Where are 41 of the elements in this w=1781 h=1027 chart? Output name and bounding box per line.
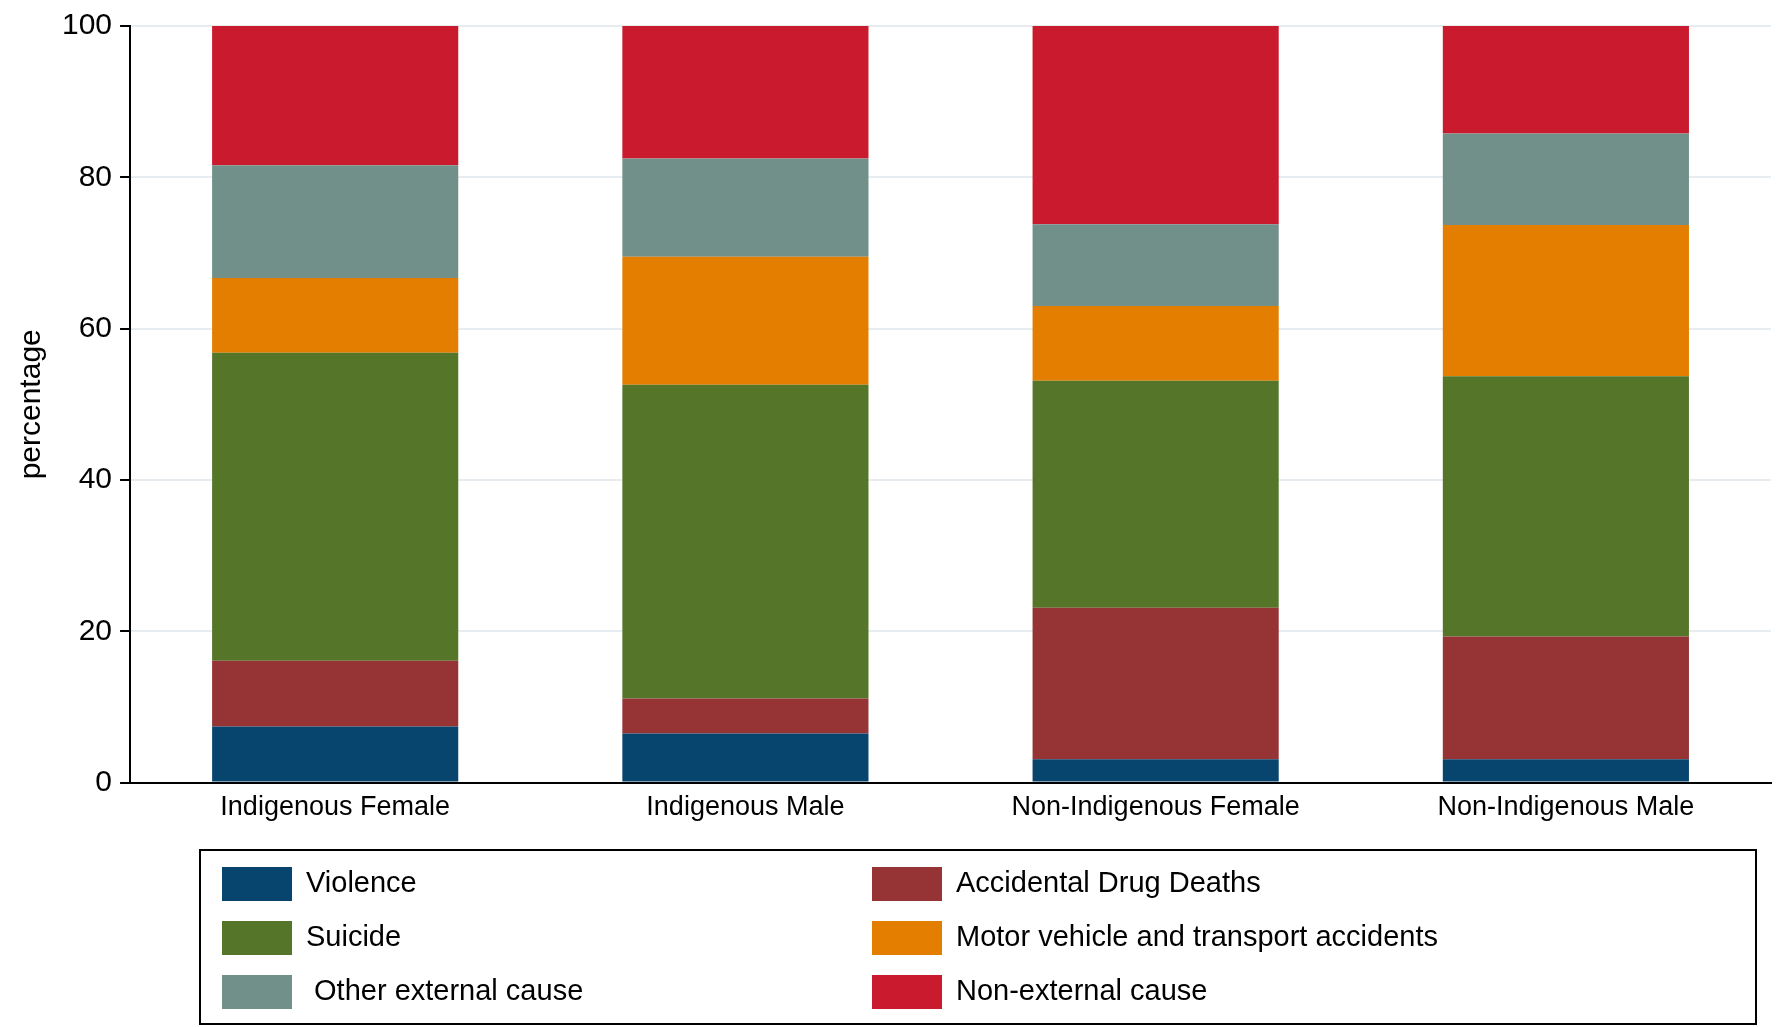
bar <box>212 26 459 166</box>
bar <box>1442 636 1689 760</box>
bar <box>622 26 869 159</box>
y-tick-label: 80 <box>78 158 113 192</box>
bar <box>1032 607 1279 760</box>
bar <box>1442 224 1689 377</box>
bar <box>622 733 869 782</box>
legend-label: Accidental Drug Deaths <box>956 866 1261 898</box>
bar <box>622 698 869 734</box>
bar <box>1032 224 1279 306</box>
x-tick-label: Indigenous Female <box>220 791 450 822</box>
y-axis-title: percentage <box>13 329 47 480</box>
bar <box>622 384 869 699</box>
legend-label: Non-external cause <box>956 974 1208 1006</box>
y-tick-label: 60 <box>78 309 113 343</box>
x-tick-label: Non-Indigenous Female <box>1011 791 1300 822</box>
bar <box>622 256 869 385</box>
y-tick-label: 20 <box>78 612 113 646</box>
bar <box>622 158 869 257</box>
legend-label: Suicide <box>306 920 402 952</box>
legend-label: Motor vehicle and transport accidents <box>956 920 1438 952</box>
bar <box>1442 133 1689 225</box>
y-tick-label: 40 <box>78 461 113 495</box>
legend-label: Violence <box>306 866 417 898</box>
bar <box>212 352 459 661</box>
bar <box>212 277 459 353</box>
legend-label: Other external cause <box>306 974 584 1006</box>
bar <box>1032 759 1279 782</box>
bar <box>1032 380 1279 608</box>
bar <box>1442 26 1689 134</box>
bar <box>1442 376 1689 637</box>
bar <box>212 726 459 782</box>
bar <box>1032 26 1279 225</box>
x-tick-label: Non-Indigenous Male <box>1437 791 1695 822</box>
x-tick-label: Indigenous Male <box>646 791 845 822</box>
y-tick-label: 0 <box>95 763 113 797</box>
bar <box>212 660 459 727</box>
bar <box>212 165 459 278</box>
bar <box>1442 759 1689 782</box>
y-tick-label: 100 <box>61 7 113 41</box>
bar <box>1032 305 1279 381</box>
